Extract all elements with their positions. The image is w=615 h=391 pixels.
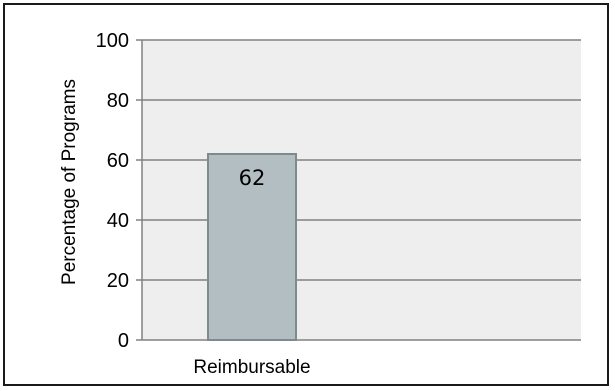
y-tick-label: 100 [96, 30, 129, 52]
x-category-label: Reimbursable [193, 357, 310, 378]
y-tick-label: 0 [118, 330, 129, 352]
bars [207, 153, 297, 341]
y-tick-label: 20 [107, 270, 129, 292]
y-axis-title: Percentage of Programs [59, 79, 80, 285]
bar-chart: 0 20 40 60 80 100 62 Reimbursable Percentage … [59, 30, 581, 378]
y-tick-label: 80 [107, 90, 129, 112]
data-labels: 62 [239, 166, 266, 190]
y-tick-label: 40 [107, 210, 129, 232]
bar [207, 153, 297, 341]
y-axis-ticks: 0 20 40 60 80 100 [96, 30, 142, 352]
x-axis-labels: Reimbursable [193, 357, 310, 378]
data-label: 62 [239, 166, 266, 190]
chart-frame: 0 20 40 60 80 100 62 Reimbursable Percentage … [3, 3, 609, 386]
y-tick-label: 60 [107, 150, 129, 172]
